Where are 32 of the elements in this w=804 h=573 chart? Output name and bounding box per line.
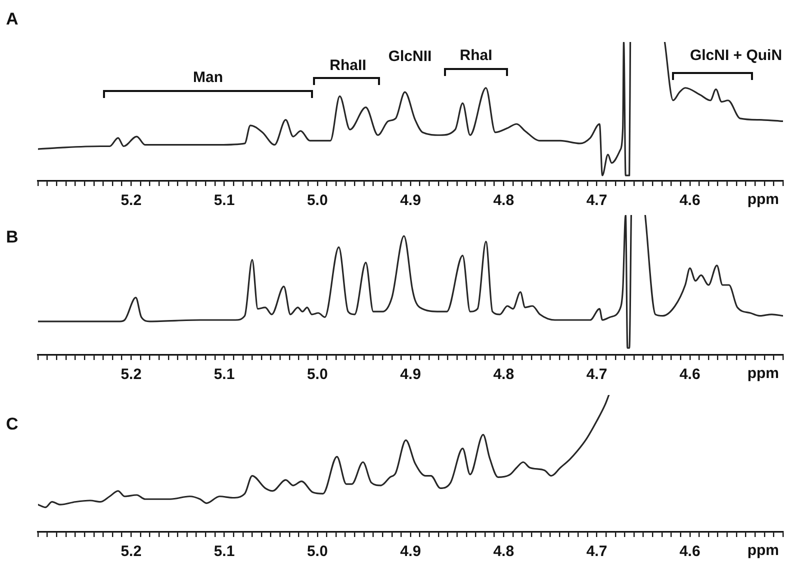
x-axis-title: ppm (747, 365, 779, 382)
x-axis-title: ppm (747, 542, 779, 560)
x-tick-label: 5.1 (214, 366, 235, 384)
x-tick-label: 4.8 (493, 192, 514, 210)
annotation: RhaI (460, 47, 492, 64)
x-tick-label: 4.6 (679, 366, 700, 384)
x-tick-label: 5.0 (306, 543, 328, 560)
x-tick-label: 5.1 (214, 543, 235, 560)
x-tick-label: 4.8 (493, 366, 514, 384)
x-tick-label: 4.6 (679, 543, 700, 560)
x-tick-label: 5.2 (120, 192, 142, 210)
x-tick-label: 4.7 (586, 192, 608, 210)
x-tick-label: 4.6 (679, 192, 700, 210)
x-tick-label: 5.1 (214, 192, 235, 210)
x-tick-label: 4.7 (586, 543, 608, 560)
x-tick-label: 4.9 (400, 543, 421, 560)
x-tick-label: 4.9 (400, 192, 421, 210)
x-tick-label: 4.7 (586, 366, 608, 384)
x-tick-label: 5.0 (306, 192, 328, 210)
annotation: GlcNII (388, 48, 432, 66)
x-tick-label: 5.0 (306, 366, 328, 384)
annotation: RhaII (330, 57, 366, 74)
annotation: GlcNI + QuiN (690, 47, 782, 64)
annotation: Man (193, 69, 223, 86)
text: B (6, 228, 18, 247)
chart-title: A (6, 10, 18, 29)
text: C (6, 414, 18, 434)
x-tick-label: 4.8 (493, 543, 514, 560)
x-axis-title: ppm (747, 191, 779, 208)
x-tick-label: 5.2 (120, 543, 142, 560)
x-tick-label: 4.9 (400, 366, 421, 384)
x-tick-label: 5.2 (120, 366, 142, 384)
